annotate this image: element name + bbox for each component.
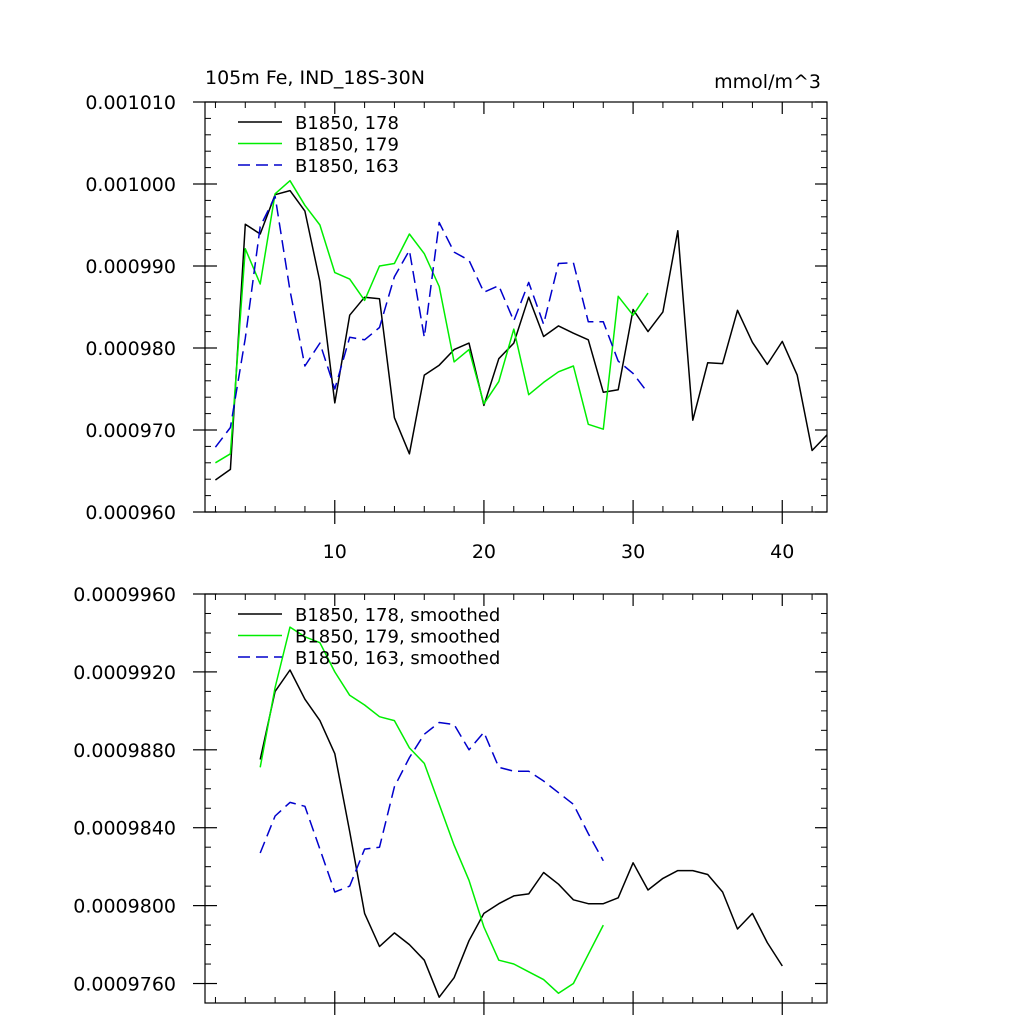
legend-label-3: B1850, 163, smoothed [295,648,500,669]
y-tick-label: 0.0009800 [73,896,176,918]
legend-label-1: B1850, 178, smoothed [295,605,500,626]
legend-label-2: B1850, 179 [295,135,399,156]
series-line-1 [214,189,827,481]
series-line-3 [214,195,649,448]
y-tick-label: 0.000980 [85,338,176,360]
y-tick-label: 0.0009920 [73,662,176,684]
series-line-2 [259,626,604,995]
series-line-2 [215,179,649,464]
chart-title: 105m Fe, IND_18S-30N [205,67,425,89]
y-tick-label: 0.000970 [85,420,176,442]
y-tick-label: 0.001000 [85,174,176,196]
y-tick-label: 0.0009760 [73,974,176,996]
y-tick-label: 0.000960 [85,502,176,524]
legend-label-2: B1850, 179, smoothed [295,627,500,648]
x-tick-label: 30 [621,541,645,563]
series-line-3 [259,721,604,893]
top-panel: 10 20 30 40 0.000960 0.000970 0.000980 0.000990… [85,67,828,563]
y-tick-label: 0.0009880 [73,740,176,762]
bottom-panel: 0.0009760 0.0009800 0.0009840 0.0009880 0.00… [73,584,828,1015]
series-line-1 [259,669,783,998]
plot-frame [204,101,828,513]
units-label: mmol/m^3 [714,71,821,93]
y-tick-label: 0.000990 [85,256,176,278]
y-tick-label: 0.001010 [85,92,176,114]
x-tick-label: 10 [323,541,347,563]
legend-label-3: B1850, 163 [295,156,399,177]
y-tick-label: 0.0009960 [73,584,176,606]
plot-frame [204,593,828,1004]
x-tick-label: 40 [770,541,794,563]
y-tick-label: 0.0009840 [73,818,176,840]
legend-label-1: B1850, 178 [295,113,399,134]
x-tick-label: 20 [472,541,496,563]
